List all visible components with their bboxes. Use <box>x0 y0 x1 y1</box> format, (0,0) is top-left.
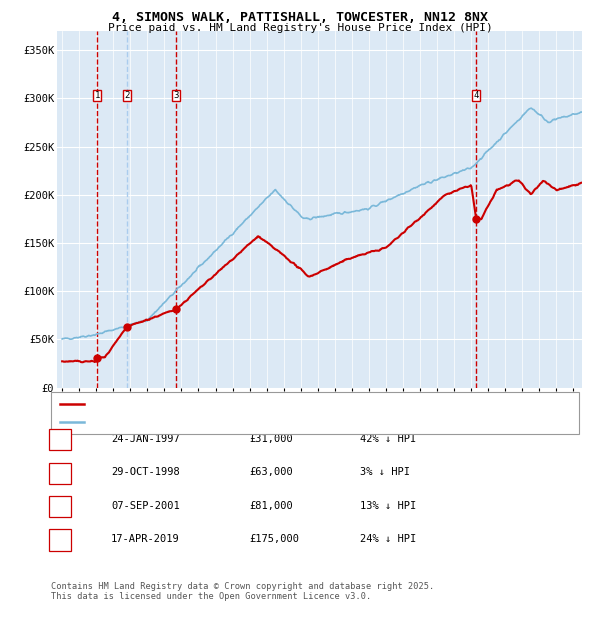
Text: Price paid vs. HM Land Registry's House Price Index (HPI): Price paid vs. HM Land Registry's House … <box>107 23 493 33</box>
Text: HPI: Average price, semi-detached house, West Northamptonshire: HPI: Average price, semi-detached house,… <box>89 418 445 427</box>
Text: 29-OCT-1998: 29-OCT-1998 <box>111 467 180 477</box>
Text: £63,000: £63,000 <box>249 467 293 477</box>
Text: 3: 3 <box>57 501 63 511</box>
Text: £81,000: £81,000 <box>249 501 293 511</box>
Text: Contains HM Land Registry data © Crown copyright and database right 2025.
This d: Contains HM Land Registry data © Crown c… <box>51 582 434 601</box>
Text: 4, SIMONS WALK, PATTISHALL, TOWCESTER, NN12 8NX (semi-detached house): 4, SIMONS WALK, PATTISHALL, TOWCESTER, N… <box>89 399 485 408</box>
Text: £31,000: £31,000 <box>249 434 293 444</box>
Text: 24-JAN-1997: 24-JAN-1997 <box>111 434 180 444</box>
Text: 4, SIMONS WALK, PATTISHALL, TOWCESTER, NN12 8NX: 4, SIMONS WALK, PATTISHALL, TOWCESTER, N… <box>112 11 488 24</box>
Text: 2: 2 <box>125 91 130 100</box>
Text: 3: 3 <box>173 91 179 100</box>
Text: 1: 1 <box>95 91 100 100</box>
Text: 42% ↓ HPI: 42% ↓ HPI <box>360 434 416 444</box>
Text: 24% ↓ HPI: 24% ↓ HPI <box>360 534 416 544</box>
Text: 1: 1 <box>57 434 63 444</box>
Text: 13% ↓ HPI: 13% ↓ HPI <box>360 501 416 511</box>
Text: 2: 2 <box>57 467 63 477</box>
Text: 4: 4 <box>473 91 479 100</box>
Text: 07-SEP-2001: 07-SEP-2001 <box>111 501 180 511</box>
Text: 4: 4 <box>57 534 63 544</box>
Text: 3% ↓ HPI: 3% ↓ HPI <box>360 467 410 477</box>
Text: £175,000: £175,000 <box>249 534 299 544</box>
Text: 17-APR-2019: 17-APR-2019 <box>111 534 180 544</box>
